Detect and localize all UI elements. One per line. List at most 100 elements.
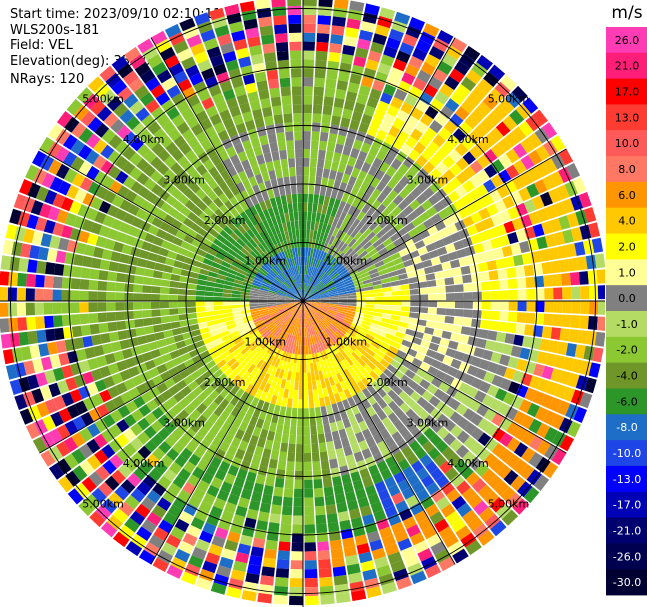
ppi-gate (481, 468, 496, 484)
ppi-gate (315, 313, 322, 321)
ppi-gate (405, 408, 417, 420)
ppi-gate (525, 115, 541, 132)
ppi-gate (528, 149, 543, 166)
ppi-gate (398, 390, 410, 402)
ppi-gate (365, 260, 375, 269)
ppi-ray (303, 301, 593, 409)
ppi-gate (368, 268, 378, 275)
ppi-gate (425, 242, 437, 253)
ppi-gate (558, 215, 571, 230)
ppi-gate (396, 211, 407, 222)
ppi-gate (332, 320, 341, 328)
ppi-gate (509, 109, 525, 126)
ppi-gate (456, 430, 470, 444)
ppi-gate (340, 117, 351, 128)
ppi-gate (462, 317, 473, 327)
ppi-gate (430, 541, 447, 556)
ppi-gate (477, 432, 492, 447)
ppi-gate (398, 458, 411, 471)
ppi-gate (319, 291, 329, 296)
ppi-gate (372, 280, 382, 286)
ppi-gate (318, 370, 324, 380)
ppi-gate (376, 180, 387, 192)
ppi-gate (335, 209, 343, 219)
ppi-gate (303, 59, 315, 69)
ppi-gate (325, 234, 332, 244)
ppi-gate (356, 200, 366, 211)
ppi-gate (319, 351, 326, 361)
ppi-gate (382, 223, 393, 233)
ppi-gate (428, 395, 441, 408)
ppi-gate (418, 287, 428, 295)
ppi-gate (404, 554, 420, 568)
ppi-gate (309, 175, 316, 186)
ppi-gate (551, 431, 567, 447)
ppi-gate (463, 408, 476, 421)
ppi-gate (494, 388, 508, 402)
ppi-gate (347, 298, 357, 301)
ppi-gate (365, 348, 376, 357)
ppi-gate (508, 301, 518, 311)
ppi-gate (312, 203, 318, 213)
ppi-gate (476, 154, 491, 169)
ppi-gate (405, 420, 417, 433)
ppi-gate (413, 540, 429, 554)
ppi-gate (550, 327, 561, 340)
ppi-gate (449, 68, 465, 83)
ppi-gate (311, 302, 321, 306)
ppi-gate (330, 467, 341, 478)
ppi-gate (486, 111, 502, 127)
ppi-gate (392, 117, 405, 130)
ppi-gate (408, 276, 418, 284)
ppi-gate (335, 363, 344, 373)
ppi-gate (423, 84, 439, 98)
ppi-gate (360, 409, 371, 421)
ppi-gate (349, 119, 360, 131)
ppi-gate (455, 525, 472, 541)
ppi-gate (343, 35, 358, 47)
ppi-gate (381, 497, 394, 510)
ppi-gate (541, 326, 553, 339)
ppi-gate (472, 523, 489, 539)
ppi-gate (357, 357, 367, 368)
ppi-gate (597, 301, 605, 315)
ppi-gate (516, 312, 527, 323)
ppi-gate (420, 339, 431, 349)
ppi-gate (342, 537, 356, 549)
ppi-gate (303, 294, 310, 301)
ppi-gate (303, 300, 312, 301)
ppi-gate (303, 211, 308, 221)
ppi-gate (507, 231, 519, 245)
ppi-gate (425, 320, 436, 329)
ppi-gate (408, 55, 424, 70)
ppi-gate (304, 309, 307, 319)
ppi-gate (342, 276, 352, 283)
ppi-gate (333, 439, 343, 450)
ppi-gate (350, 228, 359, 239)
ppi-gate (336, 190, 344, 201)
ppi-gate (349, 73, 362, 85)
ppi-gate (318, 309, 327, 315)
ppi-gate (445, 285, 455, 293)
ppi-gate (419, 294, 429, 301)
colorbar-tick-label: -21.0 (613, 525, 641, 538)
ppi-gate (409, 306, 420, 313)
ppi-gate (477, 78, 494, 94)
ppi-gate (364, 522, 378, 534)
ppi-gate (306, 327, 309, 337)
ppi-gate (375, 421, 386, 433)
ppi-gate (470, 441, 484, 456)
ppi-gate (337, 289, 347, 294)
ppi-gate (495, 121, 511, 137)
ppi-gate (379, 321, 390, 329)
ppi-gate (342, 108, 353, 120)
ppi-gate (359, 505, 373, 517)
ppi-gate (388, 28, 404, 42)
ppi-gate (388, 324, 399, 331)
ppi-gate (476, 101, 492, 117)
ppi-gate (343, 202, 352, 213)
ppi-gate (401, 295, 411, 301)
ppi-gate (388, 270, 398, 278)
ppi-ray (303, 109, 548, 301)
